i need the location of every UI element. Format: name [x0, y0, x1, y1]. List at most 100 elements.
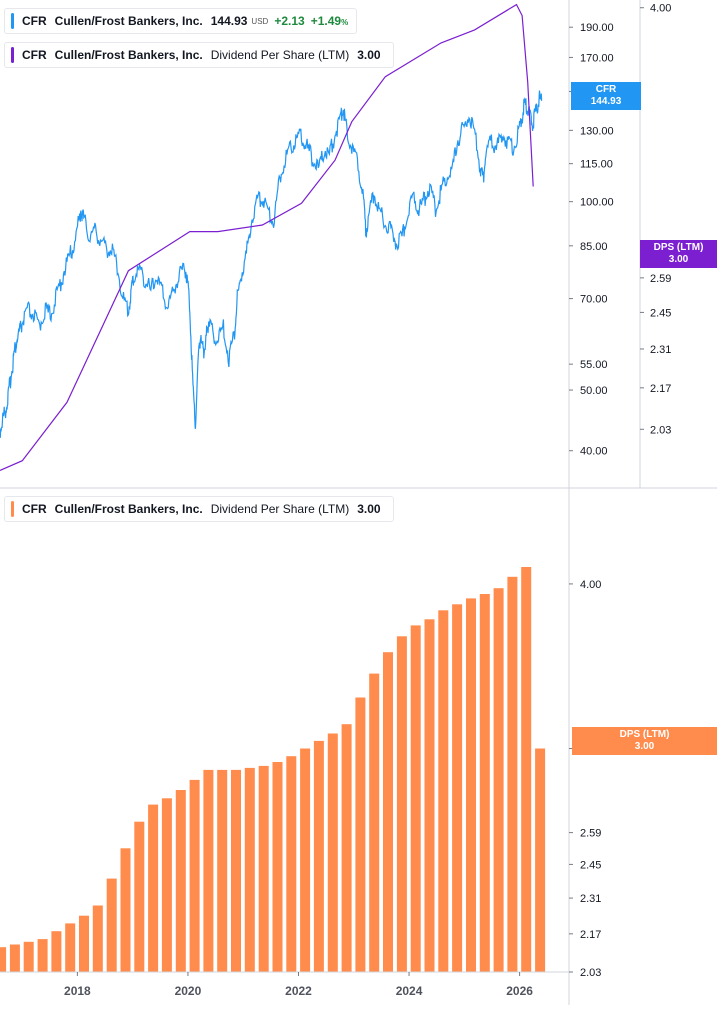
dps-bar-2017-Q1: [23, 941, 34, 972]
price-axis-tick-label-190: 190.00: [580, 22, 614, 34]
price-legend-change-pct: +1.49%: [311, 14, 349, 28]
dps-bar-2023-Q2: [369, 673, 380, 972]
dps-bar-2025-Q2: [479, 594, 490, 972]
dps-bar-2023-Q4: [396, 636, 407, 972]
price-legend[interactable]: CFR Cullen/Frost Bankers, Inc. 144.93 US…: [4, 8, 358, 34]
price-series-line: [0, 90, 543, 438]
price-axis-tick-label-130: 130.00: [580, 125, 614, 137]
dps-bar-2017-Q3: [51, 931, 62, 972]
price-axis-tick-label-40: 40.00: [580, 446, 608, 458]
dps-bar-2020-Q4: [231, 769, 241, 972]
dps-axis-tick-label-2: 2.45: [650, 307, 671, 319]
price-axis-tick-label-70: 70.00: [580, 294, 608, 306]
dps-bar-2024-Q3: [438, 610, 449, 972]
dps-top-legend-symbol: CFR: [22, 48, 47, 62]
dps-bar-2016-Q4: [9, 944, 20, 972]
dps-bar-2020-Q2: [203, 769, 214, 972]
dps-panel-tick-label-4: 4.00: [580, 579, 601, 591]
dps-panel-tick-label-2: 2.03: [580, 967, 601, 979]
price-legend-change: +2.13: [274, 14, 305, 28]
dps-panel-tick-label-2: 2.45: [580, 859, 601, 871]
dps-bar-2016-Q3: [0, 947, 7, 972]
dps-bar-2019-Q2: [148, 804, 159, 972]
dps-bar-2018-Q4: [120, 848, 131, 972]
price-axis-tick-label-85: 85.00: [580, 241, 608, 253]
price-axis-tick-label-115: 115.00: [580, 159, 613, 171]
dps-bottom-legend[interactable]: CFR Cullen/Frost Bankers, Inc. Dividend …: [4, 496, 394, 522]
price-axis-tick-label-170: 170.00: [580, 52, 614, 64]
price-legend-name: Cullen/Frost Bankers, Inc.: [54, 14, 203, 28]
price-legend-change-pct-value: +1.49: [310, 14, 342, 28]
time-axis-tick-label-2020: 2020: [175, 984, 202, 998]
dps-bar-2021-Q2: [258, 765, 269, 972]
dps-bar-2025-Q1: [466, 598, 476, 972]
dps-bottom-legend-swatch: [11, 501, 14, 517]
price-tag-symbol: CFR: [595, 84, 617, 95]
dps-bar-2017-Q2: [37, 939, 48, 972]
dps-series-line: [0, 3, 534, 471]
dps-bar-2022-Q3: [327, 733, 338, 972]
dps-bar-2018-Q3: [106, 878, 117, 972]
dps-top-last-value-tag: DPS (LTM) 3.00: [640, 240, 717, 268]
dps-bottom-legend-name: Cullen/Frost Bankers, Inc.: [54, 502, 203, 516]
price-axis-tick-label-50: 50.00: [580, 385, 608, 397]
price-legend-currency: USD: [251, 16, 269, 26]
dps-axis-tick-label-2: 2.17: [650, 383, 671, 395]
dps-bar-2025-Q3: [493, 588, 504, 972]
price-axis-tick-label-100: 100.00: [580, 197, 614, 209]
dps-top-tag-value: 3.00: [668, 254, 689, 265]
dps-top-legend[interactable]: CFR Cullen/Frost Bankers, Inc. Dividend …: [4, 42, 394, 68]
dps-axis-tick-label-4: 4.00: [650, 3, 671, 15]
dps-bottom-last-value-tag: DPS (LTM) 3.00: [572, 727, 717, 755]
price-tag-value: 144.93: [590, 96, 622, 107]
dps-bar-2021-Q4: [286, 756, 297, 972]
dps-bar-2020-Q1: [189, 779, 200, 972]
time-axis-tick-label-2024: 2024: [396, 984, 423, 998]
dps-bar-2021-Q1: [244, 767, 255, 972]
price-legend-pct-unit: %: [341, 18, 349, 27]
time-axis-tick-label-2022: 2022: [285, 984, 312, 998]
dps-top-tag-label: DPS (LTM): [653, 242, 704, 253]
dps-bar-2025-Q4: [507, 576, 518, 972]
dps-bar-2024-Q1: [410, 625, 421, 972]
dps-top-legend-swatch: [11, 47, 14, 63]
dps-bottom-legend-symbol: CFR: [22, 502, 47, 516]
dps-bottom-tag-label: DPS (LTM): [619, 729, 670, 740]
dps-bar-2022-Q1: [300, 748, 311, 972]
dps-bar-2023-Q1: [355, 697, 366, 972]
dps-bottom-tag-value: 3.00: [634, 741, 655, 752]
time-axis-tick-label-2018: 2018: [64, 984, 91, 998]
price-legend-symbol: CFR: [22, 14, 47, 28]
dps-bar-2019-Q4: [175, 790, 186, 972]
price-axis-tick-label-55: 55.00: [580, 359, 608, 371]
dps-panel-tick-label-2: 2.59: [580, 828, 601, 840]
dps-bar-2018-Q2: [92, 905, 103, 972]
dps-top-legend-name: Cullen/Frost Bankers, Inc.: [54, 48, 203, 62]
dps-top-legend-metric: Dividend Per Share (LTM): [210, 48, 350, 62]
dps-bar-2023-Q3: [383, 652, 393, 972]
dps-bar-2024-Q4: [452, 604, 463, 972]
time-axis-tick-label-2026: 2026: [506, 984, 533, 998]
dps-axis-tick-label-2: 2.03: [650, 424, 671, 436]
dps-bar-2021-Q3: [272, 762, 283, 972]
dps-axis-tick-label-2: 2.31: [650, 344, 671, 356]
dps-bar-2026-Q2: [535, 748, 546, 972]
price-last-value-tag: CFR 144.93: [571, 82, 641, 110]
dps-bar-2018-Q1: [79, 915, 89, 972]
dps-bottom-legend-metric: Dividend Per Share (LTM): [210, 502, 350, 516]
dps-axis-tick-label-2: 2.59: [650, 273, 671, 285]
dps-bar-2019-Q1: [134, 821, 145, 972]
price-legend-swatch: [11, 13, 14, 29]
dps-panel-tick-label-2: 2.31: [580, 893, 601, 905]
dps-bar-2022-Q4: [341, 724, 352, 972]
dps-bar-2019-Q3: [161, 798, 172, 972]
dps-bottom-legend-value: 3.00: [357, 502, 381, 516]
dps-bar-2020-Q3: [217, 769, 228, 972]
dps-bar-2024-Q2: [424, 619, 435, 972]
price-legend-value: 144.93: [210, 14, 248, 28]
dps-bar-2022-Q2: [313, 740, 324, 972]
dps-top-legend-value: 3.00: [357, 48, 381, 62]
dps-panel-tick-label-2: 2.17: [580, 929, 601, 941]
